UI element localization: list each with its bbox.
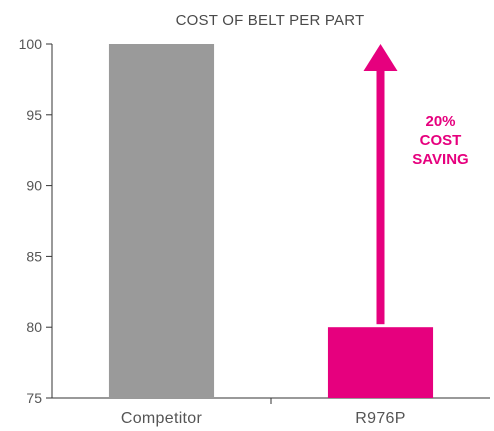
y-tick-label-90: 90 [26,178,42,194]
arrow-shaft [376,70,385,325]
y-tick-label-95: 95 [26,107,42,123]
y-tick-label-85: 85 [26,248,42,264]
bar-r976p [327,327,434,398]
saving-annotation: 20% COST SAVING [363,44,469,325]
y-tick-label-100: 100 [19,36,43,52]
y-tick-label-80: 80 [26,319,42,335]
x-tick-label-r976p: R976P [355,410,405,427]
annotation-line-1: 20% [425,113,455,130]
chart-title: COST OF BELT PER PART [176,12,365,29]
x-tick-label-competitor: Competitor [121,410,203,427]
annotation-line-3: SAVING [412,151,468,168]
bar-competitor [108,44,215,398]
arrow-head [363,44,398,71]
bars [108,44,434,398]
y-tick-label-75: 75 [26,390,42,406]
annotation-line-2: COST [420,132,462,149]
